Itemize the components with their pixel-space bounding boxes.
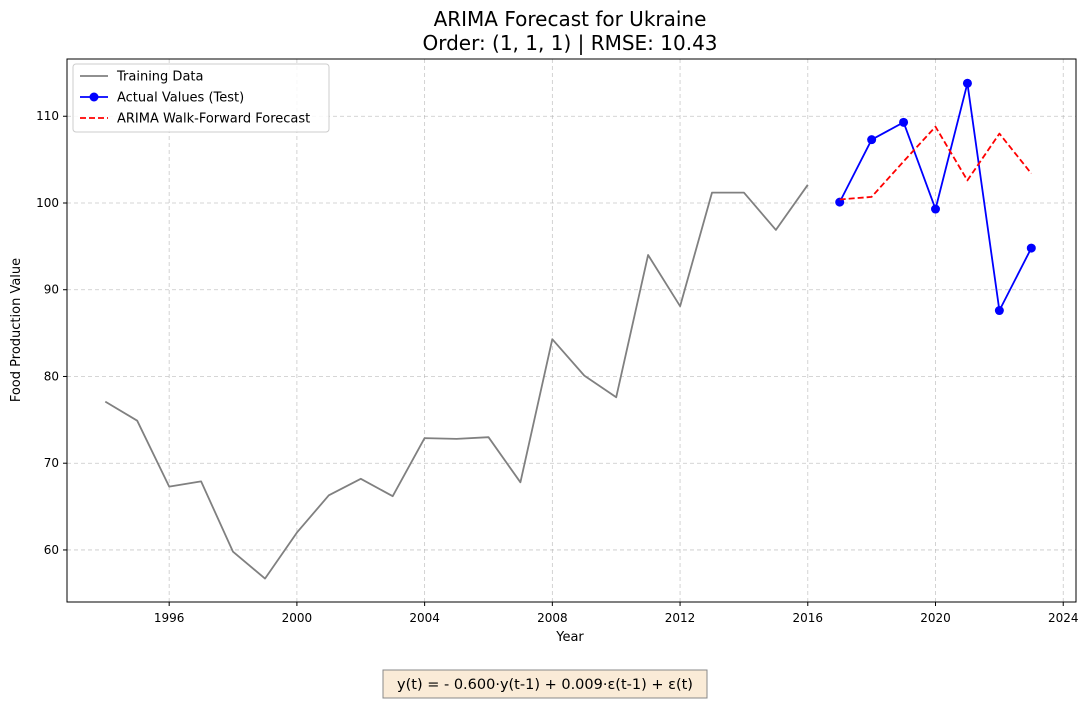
- data-point-actual: [867, 135, 877, 145]
- series-layer: [104, 78, 1036, 580]
- y-tick-label: 80: [44, 369, 59, 383]
- y-axis-label: Food Production Value: [9, 258, 24, 402]
- x-tick-label: 2008: [537, 611, 568, 625]
- x-tick-label: 2016: [793, 611, 824, 625]
- data-point-actual: [899, 117, 909, 127]
- data-point-actual: [1026, 243, 1036, 253]
- x-tick-label: 2000: [282, 611, 313, 625]
- legend: Training Data Actual Values (Test) ARIMA…: [72, 63, 330, 133]
- legend-box: [72, 63, 330, 133]
- plot-frame: [66, 58, 1077, 603]
- data-point-actual: [994, 306, 1004, 316]
- legend-entry-training: Training Data: [80, 70, 203, 85]
- chart-title: ARIMA Forecast for Ukraine: [434, 7, 707, 31]
- y-tick-label: 90: [44, 283, 59, 297]
- equation-annotation: y(t) = - 0.600·y(t-1) + 0.009·ε(t-1) + ε…: [382, 669, 708, 699]
- y-tick-label: 70: [44, 456, 59, 470]
- x-axis-label: Year: [555, 630, 584, 645]
- legend-label-forecast: ARIMA Walk-Forward Forecast: [117, 112, 310, 127]
- x-tick-label: 2024: [1048, 611, 1079, 625]
- series-line-training: [104, 184, 809, 580]
- x-tick-label: 2020: [920, 611, 951, 625]
- equation-text: y(t) = - 0.600·y(t-1) + 0.009·ε(t-1) + ε…: [397, 677, 693, 693]
- x-tick-label: 2004: [409, 611, 440, 625]
- data-point-actual: [962, 78, 972, 88]
- legend-label-training: Training Data: [116, 70, 203, 85]
- data-point-actual: [931, 204, 941, 214]
- axis-ticks: 1996 2000 2004 2008 2012 2016 2020 2024 60 70 80 90…: [36, 109, 1078, 625]
- chart-subtitle: Order: (1, 1, 1) | RMSE: 10.43: [422, 31, 717, 55]
- legend-entry-forecast: ARIMA Walk-Forward Forecast: [80, 112, 310, 127]
- y-tick-label: 100: [36, 196, 59, 210]
- series-line-forecast: [839, 125, 1033, 201]
- y-tick-label: 110: [36, 109, 59, 123]
- y-tick-label: 60: [44, 543, 59, 557]
- x-tick-label: 2012: [665, 611, 696, 625]
- x-tick-label: 1996: [154, 611, 185, 625]
- legend-label-actual: Actual Values (Test): [117, 91, 244, 106]
- legend-entry-actual: Actual Values (Test): [80, 91, 244, 106]
- legend-marker-actual: [89, 92, 99, 102]
- equation-box: [382, 669, 708, 699]
